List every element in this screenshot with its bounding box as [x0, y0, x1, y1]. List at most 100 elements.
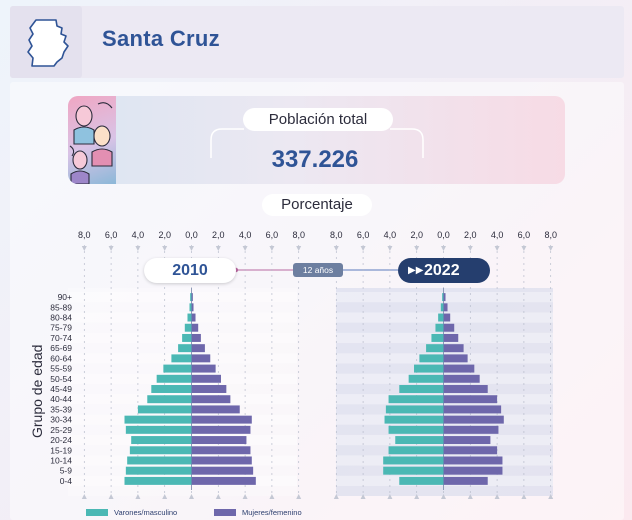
bar-female-2022-80-84 [443, 313, 451, 322]
tick-marker-bottom [387, 494, 393, 499]
bar-male-2022-65-69 [426, 344, 444, 353]
tick-marker-top [269, 246, 275, 251]
bar-male-2010-25-29 [125, 425, 192, 434]
tick-marker-bottom [548, 494, 554, 499]
age-group-label: 0-4 [60, 476, 73, 486]
tick-marker-top [441, 246, 446, 251]
bar-male-2010-70-74 [182, 333, 192, 342]
age-group-label: 90+ [58, 292, 72, 302]
x-tick-label: 6,0 [105, 230, 118, 240]
bar-male-2022-70-74 [431, 333, 444, 342]
age-group-label: 70-74 [50, 333, 72, 343]
x-tick-label: 8,0 [292, 230, 305, 240]
bar-female-2022-5-9 [443, 466, 503, 475]
bar-male-2022-75-79 [435, 323, 444, 332]
bar-female-2022-45-49 [443, 385, 488, 393]
people-icon [69, 102, 113, 184]
percentage-label: Porcentaje [262, 194, 372, 216]
bar-female-2022-85-89 [443, 303, 448, 312]
year-2022-label: ▶▶ 2022 [398, 258, 490, 283]
tick-marker-top [548, 246, 554, 251]
bar-male-2010-15-19 [129, 446, 192, 455]
x-tick-label: 2,0 [158, 230, 171, 240]
tick-marker-top [81, 246, 87, 251]
tick-marker-bottom [269, 494, 275, 499]
bar-male-2022-20-24 [395, 436, 444, 445]
bar-male-2022-0-4 [399, 476, 444, 485]
bar-female-2010-65-69 [191, 344, 205, 353]
tick-marker-bottom [296, 494, 302, 499]
bar-female-2022-20-24 [443, 436, 491, 445]
x-tick-label: 6,0 [518, 230, 531, 240]
bar-female-2022-0-4 [443, 476, 488, 485]
x-tick-label: 6,0 [266, 230, 279, 240]
x-tick-label: 8,0 [78, 230, 91, 240]
x-tick-label: 4,0 [491, 230, 504, 240]
age-group-label: 35-39 [50, 404, 72, 414]
bar-male-2022-30-34 [384, 415, 444, 424]
bar-male-2022-35-39 [385, 405, 444, 414]
bar-male-2010-30-34 [124, 415, 192, 424]
tick-marker-top [387, 246, 393, 251]
bar-female-2022-60-64 [443, 354, 468, 363]
x-tick-label: 8,0 [544, 230, 557, 240]
x-tick-label: 2,0 [464, 230, 477, 240]
bar-male-2010-90+ [190, 293, 192, 302]
year-span-badge: 12 años [293, 263, 343, 277]
bar-male-2010-65-69 [178, 344, 192, 353]
tick-marker-top [108, 246, 114, 251]
age-group-label: 30-34 [50, 415, 72, 425]
bar-female-2010-75-79 [191, 323, 199, 332]
row-stripe [68, 312, 297, 323]
people-illustration [68, 96, 116, 184]
tick-marker-bottom [467, 494, 473, 499]
year-2010-label: 2010 [144, 258, 236, 283]
bar-male-2022-55-59 [414, 364, 444, 373]
age-group-label: 50-54 [50, 374, 72, 384]
tick-marker-top [135, 246, 141, 251]
tick-marker-top [333, 246, 339, 251]
bar-male-2010-10-14 [127, 456, 192, 465]
bar-male-2010-50-54 [156, 374, 192, 383]
bar-male-2022-5-9 [383, 466, 444, 475]
x-tick-label: 4,0 [239, 230, 252, 240]
legend-male-label: Varones/masculino [114, 508, 178, 517]
bar-female-2022-10-14 [443, 456, 503, 465]
bar-male-2022-90+ [442, 293, 444, 302]
bar-male-2010-75-79 [184, 323, 192, 332]
legend-male-swatch [86, 509, 108, 516]
x-tick-label: 2,0 [212, 230, 225, 240]
bar-female-2010-5-9 [191, 466, 254, 475]
tick-marker-bottom [360, 494, 366, 499]
tick-marker-bottom [521, 494, 527, 499]
province-map-icon [27, 19, 69, 67]
age-group-label: 40-44 [50, 394, 72, 404]
bar-male-2022-50-54 [408, 374, 444, 383]
bar-female-2010-30-34 [191, 415, 252, 424]
tick-marker-top [296, 246, 302, 251]
age-group-label: 15-19 [50, 445, 72, 455]
bar-female-2022-40-44 [443, 395, 498, 404]
x-tick-label: 0,0 [185, 230, 198, 240]
legend-female-swatch [214, 509, 236, 516]
tick-marker-bottom [441, 494, 446, 499]
bar-female-2022-90+ [443, 293, 446, 302]
bar-female-2022-65-69 [443, 344, 464, 353]
bar-female-2010-90+ [191, 293, 193, 302]
bar-female-2010-15-19 [191, 446, 251, 455]
bar-male-2010-55-59 [163, 364, 192, 373]
tick-marker-bottom [414, 494, 420, 499]
tick-marker-bottom [189, 494, 194, 499]
tick-marker-top [242, 246, 248, 251]
bar-female-2022-15-19 [443, 446, 498, 455]
x-tick-label: 4,0 [384, 230, 397, 240]
row-stripe [68, 292, 297, 303]
x-tick-label: 4,0 [132, 230, 145, 240]
bar-male-2022-45-49 [399, 385, 444, 393]
bar-female-2010-0-4 [191, 476, 256, 485]
bar-female-2022-35-39 [443, 405, 502, 414]
page-title: Santa Cruz [102, 26, 220, 51]
tick-marker-bottom [242, 494, 248, 499]
tick-marker-bottom [81, 494, 87, 499]
